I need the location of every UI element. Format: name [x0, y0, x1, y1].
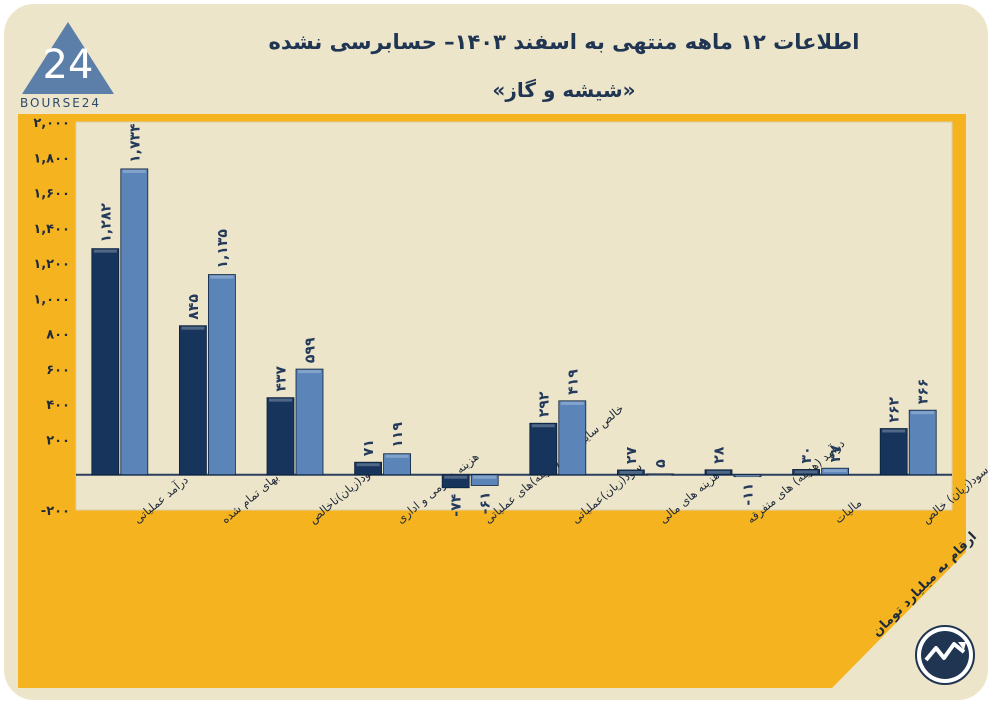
bar-value-label: ۲۹۲: [536, 391, 552, 417]
y-tick-label: ۱,۰۰۰: [33, 292, 70, 307]
bar-series-2: [295, 368, 324, 476]
bar-bevel: [122, 169, 146, 173]
bar-bevel: [444, 475, 468, 479]
bar-value-label: ۸۴۵: [186, 294, 202, 320]
bar-series-1: [266, 397, 295, 476]
bar-series-1: [178, 325, 207, 476]
y-tick-label: ۲,۰۰۰: [33, 116, 70, 131]
bar-bevel: [93, 249, 117, 253]
bar-series-2: [646, 473, 674, 476]
bar-series-1: [879, 428, 908, 476]
bar-value-label: ۵: [653, 459, 669, 468]
y-tick-label: ۱,۴۰۰: [33, 222, 70, 237]
bar-bevel: [385, 454, 409, 458]
bar-bevel: [560, 401, 584, 405]
bourse24-logo: 24: [22, 22, 114, 94]
bar-value-label: ۱,۱۳۵: [215, 229, 231, 269]
bar-value-label: ۴۳۷: [274, 366, 290, 392]
bar-value-label: -۶۱: [478, 491, 494, 514]
bar-series-2: [120, 168, 149, 476]
bar-value-label: ۲۶۲: [887, 396, 903, 422]
bar-value-label: ۱,۷۳۴: [127, 123, 143, 163]
bar-bevel: [619, 470, 643, 474]
bar-series-1: [354, 461, 383, 476]
chart-title: اطلاعات ۱۲ ماهه منتهی به اسفند ۱۴۰۳– حسا…: [268, 30, 860, 54]
bar-bevel: [269, 398, 292, 402]
bar-bevel: [707, 470, 730, 474]
bar-bevel: [356, 463, 380, 467]
bar-bevel: [794, 470, 818, 474]
chart-frame: ۲,۰۰۰ ۱,۸۰۰ ۱,۶۰۰ ۱,۴۰۰ ۱,۲۰۰ ۱,۰۰۰ ۸۰۰ ۶۰۰ ۴۰۰ ۲…: [4, 4, 988, 700]
bar-series-2: [207, 274, 236, 476]
bar-series-2: [470, 474, 499, 486]
bar-series-1: [792, 469, 820, 476]
y-tick-label: ۴۰۰: [46, 398, 70, 413]
y-tick-label: -۲۰۰: [41, 504, 70, 519]
bar-bevel: [531, 424, 555, 428]
bar-series-2: [821, 467, 849, 476]
y-tick-label: ۲۰۰: [46, 433, 70, 448]
bar-bevel: [882, 429, 906, 433]
bar-bevel: [911, 411, 935, 415]
y-tick-label: ۱,۲۰۰: [33, 257, 70, 272]
bar-series-1: [704, 469, 733, 476]
bar-value-label: ۲۸: [712, 446, 728, 464]
bar-series-1: [617, 469, 645, 476]
bar-series-2: [908, 409, 937, 476]
bar-value-label: ۱۱۹: [390, 422, 406, 448]
bar-bevel: [648, 474, 672, 476]
y-tick-label: ۶۰۰: [46, 363, 70, 378]
bar-value-label: ۵۹۹: [303, 337, 319, 363]
bar-chart: ۲,۰۰۰ ۱,۸۰۰ ۱,۶۰۰ ۱,۴۰۰ ۱,۲۰۰ ۱,۰۰۰ ۸۰۰ ۶۰۰ ۴۰۰ ۲…: [18, 114, 988, 688]
chart-subtitle: «شیشه و گاز»: [492, 78, 636, 102]
bar-value-label: -۷۴: [449, 493, 465, 516]
bar-value-label: ۱,۲۸۲: [98, 203, 114, 243]
bar-bevel: [298, 370, 321, 374]
bar-bevel: [181, 326, 205, 330]
bar-bevel: [473, 475, 497, 479]
bar-value-label: ۴۱۹: [565, 369, 581, 395]
bar-value-label: ۲۷: [624, 446, 640, 464]
bar-value-label: ۷۱: [361, 439, 377, 456]
bar-value-label: -۱۱: [741, 483, 757, 506]
bar-value-label: ۳۶۶: [916, 379, 932, 405]
y-tick-label: ۱,۸۰۰: [33, 151, 70, 166]
bar-series-1: [529, 422, 558, 476]
bar-bevel: [210, 275, 234, 279]
logo-text: BOURSE24: [20, 96, 102, 110]
bar-series-1: [91, 248, 120, 476]
bar-bevel: [823, 469, 847, 473]
bar-series-1: [441, 474, 470, 489]
logo-mark: 24: [43, 42, 94, 88]
bar-value-label: ۳۷: [828, 445, 844, 463]
bar-bevel: [736, 475, 759, 478]
bar-series-2: [558, 400, 587, 476]
bar-value-label: ۳۰: [799, 446, 815, 463]
bar-series-2: [383, 453, 412, 476]
trend-badge-icon: [915, 625, 975, 685]
y-tick-label: ۱,۶۰۰: [33, 187, 70, 202]
y-tick-label: ۸۰۰: [46, 328, 70, 343]
bar-series-2: [733, 474, 762, 478]
